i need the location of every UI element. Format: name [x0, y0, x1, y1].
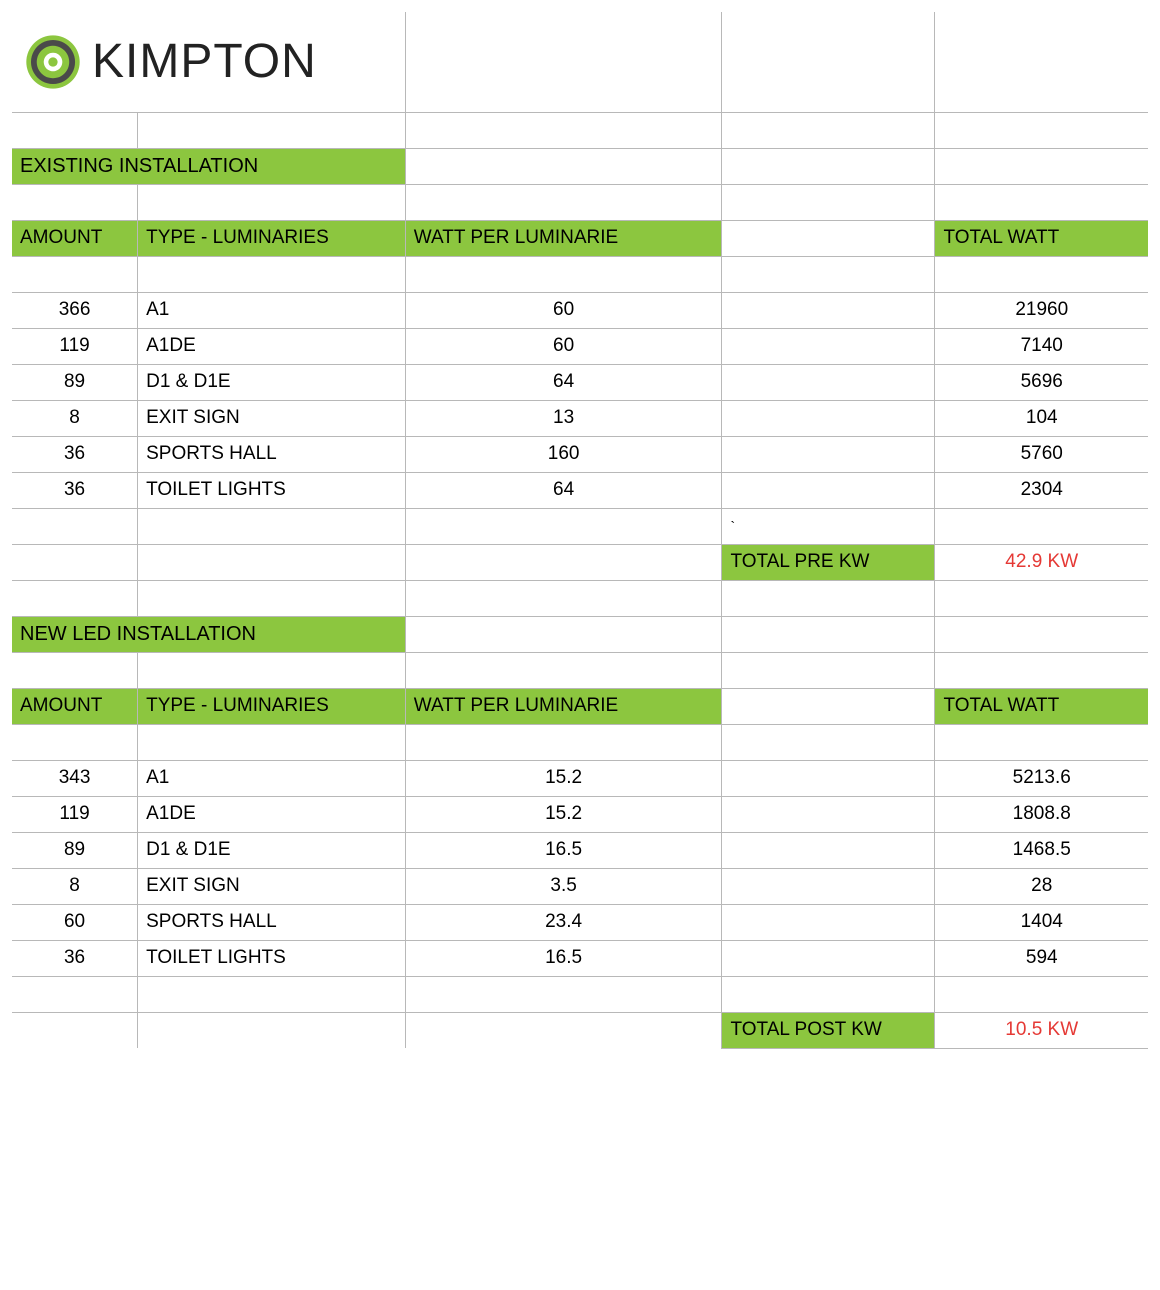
total-cell: 1468.5: [935, 832, 1148, 868]
total-cell: 5213.6: [935, 760, 1148, 796]
table-row: 60 SPORTS HALL 23.4 1404: [12, 904, 1148, 940]
watt-cell: 15.2: [405, 760, 722, 796]
type-cell: A1DE: [138, 796, 406, 832]
table-row: 36 TOILET LIGHTS 64 2304: [12, 472, 1148, 508]
table-row: 343 A1 15.2 5213.6: [12, 760, 1148, 796]
total-cell: 5696: [935, 364, 1148, 400]
type-cell: A1: [138, 292, 406, 328]
col-watt-header: WATT PER LUMINARIE: [405, 688, 722, 724]
watt-cell: 64: [405, 472, 722, 508]
table-row: 366 A1 60 21960: [12, 292, 1148, 328]
total-cell: 1808.8: [935, 796, 1148, 832]
watt-cell: 16.5: [405, 832, 722, 868]
new-total-row: TOTAL POST KW 10.5 KW: [12, 1012, 1148, 1048]
total-cell: 2304: [935, 472, 1148, 508]
table-row: 89 D1 & D1E 16.5 1468.5: [12, 832, 1148, 868]
watt-cell: 16.5: [405, 940, 722, 976]
empty-cell: [405, 12, 722, 112]
spacer-row: [12, 724, 1148, 760]
total-cell: 7140: [935, 328, 1148, 364]
col-total-header: TOTAL WATT: [935, 688, 1148, 724]
amount-cell: 36: [12, 472, 138, 508]
watt-cell: 64: [405, 364, 722, 400]
amount-cell: 119: [12, 796, 138, 832]
table-row: 36 SPORTS HALL 160 5760: [12, 436, 1148, 472]
amount-cell: 36: [12, 940, 138, 976]
stray-char: `: [722, 508, 935, 544]
table-row: 8 EXIT SIGN 3.5 28: [12, 868, 1148, 904]
table-row: 36 TOILET LIGHTS 16.5 594: [12, 940, 1148, 976]
new-column-headers: AMOUNT TYPE - LUMINARIES WATT PER LUMINA…: [12, 688, 1148, 724]
type-cell: D1 & D1E: [138, 832, 406, 868]
empty-cell: [722, 292, 935, 328]
amount-cell: 8: [12, 868, 138, 904]
brand-name: KIMPTON: [92, 34, 317, 89]
existing-column-headers: AMOUNT TYPE - LUMINARIES WATT PER LUMINA…: [12, 220, 1148, 256]
spacer-row: `: [12, 508, 1148, 544]
watt-cell: 15.2: [405, 796, 722, 832]
total-pre-label: TOTAL PRE KW: [722, 544, 935, 580]
table-row: 89 D1 & D1E 64 5696: [12, 364, 1148, 400]
table-row: 8 EXIT SIGN 13 104: [12, 400, 1148, 436]
total-cell: 1404: [935, 904, 1148, 940]
total-cell: 28: [935, 868, 1148, 904]
total-post-value: 10.5 KW: [935, 1012, 1148, 1048]
spacer-row: [12, 976, 1148, 1012]
col-watt-header: WATT PER LUMINARIE: [405, 220, 722, 256]
total-cell: 104: [935, 400, 1148, 436]
total-pre-value: 42.9 KW: [935, 544, 1148, 580]
new-section-title: NEW LED INSTALLATION: [12, 616, 405, 652]
existing-section-title: EXISTING INSTALLATION: [12, 148, 405, 184]
amount-cell: 366: [12, 292, 138, 328]
table-row: 119 A1DE 15.2 1808.8: [12, 796, 1148, 832]
type-cell: TOILET LIGHTS: [138, 472, 406, 508]
watt-cell: 3.5: [405, 868, 722, 904]
amount-cell: 343: [12, 760, 138, 796]
type-cell: D1 & D1E: [138, 364, 406, 400]
installation-comparison-table: KIMPTON EXISTING INSTALLATION AMOUNT TYP…: [12, 12, 1148, 1049]
col-amount-header: AMOUNT: [12, 220, 138, 256]
amount-cell: 89: [12, 832, 138, 868]
watt-cell: 60: [405, 328, 722, 364]
spacer-row: [12, 112, 1148, 148]
spacer-row: [12, 256, 1148, 292]
type-cell: EXIT SIGN: [138, 868, 406, 904]
col-type-header: TYPE - LUMINARIES: [138, 688, 406, 724]
existing-section-title-row: EXISTING INSTALLATION: [12, 148, 1148, 184]
watt-cell: 23.4: [405, 904, 722, 940]
amount-cell: 89: [12, 364, 138, 400]
empty-cell: [935, 12, 1148, 112]
col-total-header: TOTAL WATT: [935, 220, 1148, 256]
spacer-row: [12, 184, 1148, 220]
total-post-label: TOTAL POST KW: [722, 1012, 935, 1048]
total-cell: 21960: [935, 292, 1148, 328]
total-cell: 5760: [935, 436, 1148, 472]
type-cell: SPORTS HALL: [138, 904, 406, 940]
spacer-row: [12, 580, 1148, 616]
empty-cell: [722, 12, 935, 112]
watt-cell: 13: [405, 400, 722, 436]
kimpton-swirl-icon: [24, 33, 82, 91]
amount-cell: 119: [12, 328, 138, 364]
table-row: 119 A1DE 60 7140: [12, 328, 1148, 364]
amount-cell: 60: [12, 904, 138, 940]
logo-row: KIMPTON: [12, 12, 1148, 112]
spacer-row: [12, 652, 1148, 688]
type-cell: SPORTS HALL: [138, 436, 406, 472]
type-cell: A1: [138, 760, 406, 796]
amount-cell: 8: [12, 400, 138, 436]
type-cell: EXIT SIGN: [138, 400, 406, 436]
existing-total-row: TOTAL PRE KW 42.9 KW: [12, 544, 1148, 580]
col-type-header: TYPE - LUMINARIES: [138, 220, 406, 256]
amount-cell: 36: [12, 436, 138, 472]
type-cell: A1DE: [138, 328, 406, 364]
watt-cell: 60: [405, 292, 722, 328]
total-cell: 594: [935, 940, 1148, 976]
watt-cell: 160: [405, 436, 722, 472]
type-cell: TOILET LIGHTS: [138, 940, 406, 976]
logo-cell: KIMPTON: [12, 12, 405, 112]
col-amount-header: AMOUNT: [12, 688, 138, 724]
new-section-title-row: NEW LED INSTALLATION: [12, 616, 1148, 652]
